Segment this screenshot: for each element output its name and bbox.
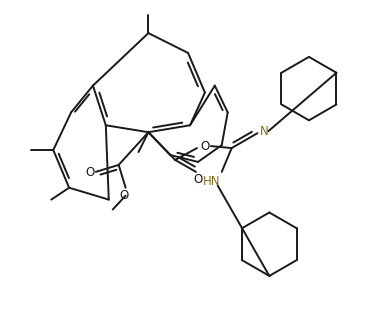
Text: O: O [119,189,128,202]
Text: O: O [85,166,95,179]
Text: O: O [193,173,203,186]
Text: HN: HN [203,175,221,188]
Text: N: N [260,125,269,138]
Text: O: O [200,140,210,153]
